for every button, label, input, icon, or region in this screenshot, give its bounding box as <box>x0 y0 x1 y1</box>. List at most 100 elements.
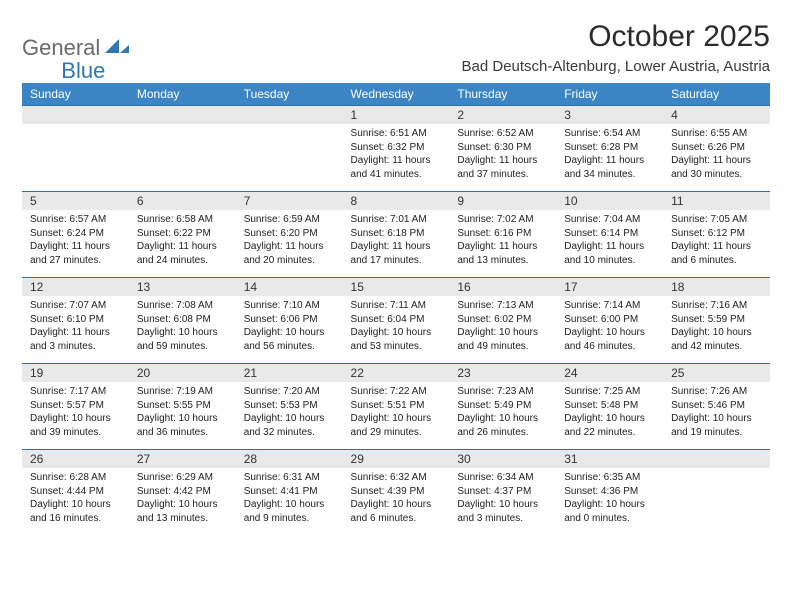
day-number-row: 12131415161718 <box>22 278 770 297</box>
day-number <box>663 450 770 454</box>
day-cell-info: Sunrise: 7:16 AMSunset: 5:59 PMDaylight:… <box>663 296 770 364</box>
weekday-header: Friday <box>556 83 663 106</box>
day-info: Sunrise: 7:17 AMSunset: 5:57 PMDaylight:… <box>22 382 129 449</box>
title-block: October 2025 Bad Deutsch-Altenburg, Lowe… <box>462 18 771 75</box>
day-cell-info: Sunrise: 7:14 AMSunset: 6:00 PMDaylight:… <box>556 296 663 364</box>
day-cell-info: Sunrise: 6:31 AMSunset: 4:41 PMDaylight:… <box>236 468 343 535</box>
day-number <box>236 106 343 110</box>
day-info: Sunrise: 7:22 AMSunset: 5:51 PMDaylight:… <box>343 382 450 449</box>
day-number: 17 <box>556 278 663 296</box>
day-cell-info: Sunrise: 7:17 AMSunset: 5:57 PMDaylight:… <box>22 382 129 450</box>
logo-mark-icon <box>105 37 129 60</box>
day-info: Sunrise: 6:55 AMSunset: 6:26 PMDaylight:… <box>663 124 770 191</box>
day-cell-number <box>22 106 129 125</box>
day-cell-number: 22 <box>343 364 450 383</box>
day-info <box>22 124 129 182</box>
day-cell-number: 7 <box>236 192 343 211</box>
day-info: Sunrise: 7:20 AMSunset: 5:53 PMDaylight:… <box>236 382 343 449</box>
day-cell-info: Sunrise: 7:07 AMSunset: 6:10 PMDaylight:… <box>22 296 129 364</box>
day-cell-info: Sunrise: 6:34 AMSunset: 4:37 PMDaylight:… <box>449 468 556 535</box>
day-cell-info: Sunrise: 7:20 AMSunset: 5:53 PMDaylight:… <box>236 382 343 450</box>
day-cell-number: 6 <box>129 192 236 211</box>
day-cell-number: 12 <box>22 278 129 297</box>
day-number: 21 <box>236 364 343 382</box>
day-number: 19 <box>22 364 129 382</box>
day-info-row: Sunrise: 6:28 AMSunset: 4:44 PMDaylight:… <box>22 468 770 535</box>
day-cell-info: Sunrise: 7:08 AMSunset: 6:08 PMDaylight:… <box>129 296 236 364</box>
day-info: Sunrise: 7:14 AMSunset: 6:00 PMDaylight:… <box>556 296 663 363</box>
day-number: 10 <box>556 192 663 210</box>
day-cell-number: 13 <box>129 278 236 297</box>
logo: General Blue <box>22 24 105 72</box>
logo-word2: Blue <box>61 58 105 84</box>
day-cell-info: Sunrise: 6:55 AMSunset: 6:26 PMDaylight:… <box>663 124 770 192</box>
day-cell-number: 10 <box>556 192 663 211</box>
day-cell-number: 3 <box>556 106 663 125</box>
day-cell-info: Sunrise: 7:05 AMSunset: 6:12 PMDaylight:… <box>663 210 770 278</box>
day-cell-info <box>236 124 343 192</box>
day-cell-info: Sunrise: 6:29 AMSunset: 4:42 PMDaylight:… <box>129 468 236 535</box>
weekday-header: Monday <box>129 83 236 106</box>
day-cell-info: Sunrise: 7:23 AMSunset: 5:49 PMDaylight:… <box>449 382 556 450</box>
day-number: 22 <box>343 364 450 382</box>
day-cell-number: 31 <box>556 450 663 469</box>
day-number <box>22 106 129 110</box>
day-number: 25 <box>663 364 770 382</box>
day-info: Sunrise: 6:29 AMSunset: 4:42 PMDaylight:… <box>129 468 236 535</box>
weekday-header: Sunday <box>22 83 129 106</box>
day-number: 6 <box>129 192 236 210</box>
day-cell-number: 29 <box>343 450 450 469</box>
day-number: 3 <box>556 106 663 124</box>
day-number: 7 <box>236 192 343 210</box>
day-info: Sunrise: 7:25 AMSunset: 5:48 PMDaylight:… <box>556 382 663 449</box>
day-cell-number <box>129 106 236 125</box>
day-cell-number: 28 <box>236 450 343 469</box>
day-number: 24 <box>556 364 663 382</box>
location-text: Bad Deutsch-Altenburg, Lower Austria, Au… <box>462 58 771 75</box>
day-number: 11 <box>663 192 770 210</box>
day-info <box>236 124 343 182</box>
day-cell-number: 15 <box>343 278 450 297</box>
day-info: Sunrise: 7:08 AMSunset: 6:08 PMDaylight:… <box>129 296 236 363</box>
day-info: Sunrise: 7:13 AMSunset: 6:02 PMDaylight:… <box>449 296 556 363</box>
day-info-row: Sunrise: 6:57 AMSunset: 6:24 PMDaylight:… <box>22 210 770 278</box>
day-cell-number: 9 <box>449 192 556 211</box>
day-number: 16 <box>449 278 556 296</box>
day-info: Sunrise: 6:34 AMSunset: 4:37 PMDaylight:… <box>449 468 556 535</box>
day-info: Sunrise: 7:26 AMSunset: 5:46 PMDaylight:… <box>663 382 770 449</box>
day-info: Sunrise: 6:32 AMSunset: 4:39 PMDaylight:… <box>343 468 450 535</box>
day-cell-number: 21 <box>236 364 343 383</box>
day-cell-info: Sunrise: 6:58 AMSunset: 6:22 PMDaylight:… <box>129 210 236 278</box>
day-cell-info: Sunrise: 6:51 AMSunset: 6:32 PMDaylight:… <box>343 124 450 192</box>
day-number: 18 <box>663 278 770 296</box>
day-number: 2 <box>449 106 556 124</box>
day-cell-info: Sunrise: 6:59 AMSunset: 6:20 PMDaylight:… <box>236 210 343 278</box>
day-number: 12 <box>22 278 129 296</box>
day-cell-number: 19 <box>22 364 129 383</box>
day-cell-info <box>129 124 236 192</box>
day-cell-number: 2 <box>449 106 556 125</box>
day-number: 9 <box>449 192 556 210</box>
day-info: Sunrise: 6:52 AMSunset: 6:30 PMDaylight:… <box>449 124 556 191</box>
day-info: Sunrise: 7:04 AMSunset: 6:14 PMDaylight:… <box>556 210 663 277</box>
day-cell-info <box>22 124 129 192</box>
day-number: 1 <box>343 106 450 124</box>
day-cell-info: Sunrise: 7:22 AMSunset: 5:51 PMDaylight:… <box>343 382 450 450</box>
day-info: Sunrise: 6:58 AMSunset: 6:22 PMDaylight:… <box>129 210 236 277</box>
day-cell-number: 17 <box>556 278 663 297</box>
day-info: Sunrise: 6:59 AMSunset: 6:20 PMDaylight:… <box>236 210 343 277</box>
day-cell-number: 5 <box>22 192 129 211</box>
day-info: Sunrise: 7:16 AMSunset: 5:59 PMDaylight:… <box>663 296 770 363</box>
day-number: 5 <box>22 192 129 210</box>
day-cell-number: 20 <box>129 364 236 383</box>
day-cell-info: Sunrise: 7:19 AMSunset: 5:55 PMDaylight:… <box>129 382 236 450</box>
day-cell-number: 8 <box>343 192 450 211</box>
weekday-header: Saturday <box>663 83 770 106</box>
day-info: Sunrise: 7:11 AMSunset: 6:04 PMDaylight:… <box>343 296 450 363</box>
day-number: 20 <box>129 364 236 382</box>
day-info: Sunrise: 6:54 AMSunset: 6:28 PMDaylight:… <box>556 124 663 191</box>
day-number: 8 <box>343 192 450 210</box>
day-info <box>663 468 770 526</box>
day-info: Sunrise: 6:35 AMSunset: 4:36 PMDaylight:… <box>556 468 663 535</box>
day-cell-number: 24 <box>556 364 663 383</box>
